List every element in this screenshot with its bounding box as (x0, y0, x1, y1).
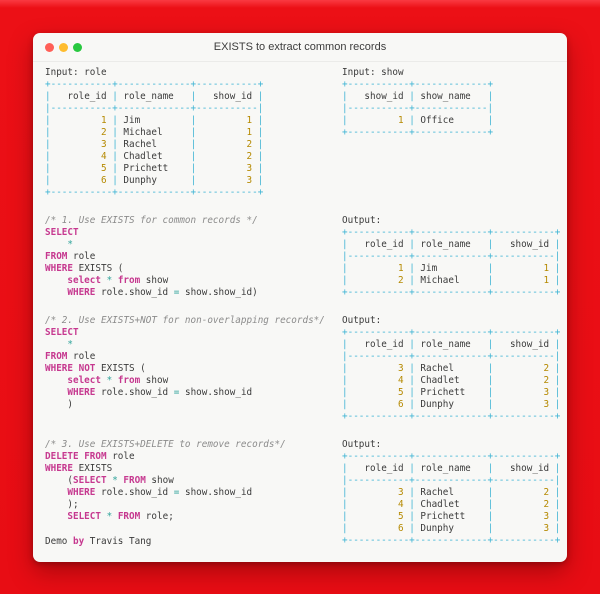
query-1-row: /* 1. Use EXISTS for common records */SE… (45, 215, 567, 299)
minimize-button[interactable] (59, 42, 68, 52)
sql-block-3: /* 3. Use EXISTS+DELETE to remove record… (45, 439, 286, 522)
sql-block-1: /* 1. Use EXISTS for common records */SE… (45, 215, 258, 298)
window-content: Input: role +-----------+-------------+-… (33, 62, 567, 548)
input-role-label: Input: role (45, 67, 107, 78)
close-button[interactable] (45, 42, 54, 52)
window-titlebar: EXISTS to extract common records (33, 33, 567, 62)
inputs-row: Input: role +-----------+-------------+-… (45, 67, 567, 199)
sql-block-2: /* 2. Use EXISTS+NOT for non-overlapping… (45, 315, 325, 410)
output-1-table: +-----------+-------------+-----------+ |… (342, 227, 561, 298)
footer-credit: Demo by Travis Tang (45, 536, 152, 547)
window-title: EXISTS to extract common records (213, 41, 387, 53)
zoom-button[interactable] (73, 42, 82, 52)
output-2-label: Output: (342, 315, 382, 326)
query-3-row: /* 3. Use EXISTS+DELETE to remove record… (45, 439, 567, 548)
app-window: EXISTS to extract common records Input: … (33, 33, 567, 562)
output-2-table: +-----------+-------------+-----------+ |… (342, 327, 561, 422)
output-1-label: Output: (342, 215, 382, 226)
output-3-label: Output: (342, 439, 382, 450)
query-2-row: /* 2. Use EXISTS+NOT for non-overlapping… (45, 315, 567, 423)
show-input-table: +-----------+-------------+ | show_id | s… (342, 79, 494, 138)
traffic-lights (33, 42, 82, 52)
role-input-table: +-----------+-------------+-----------+ |… (45, 79, 264, 198)
output-3-table: +-----------+-------------+-----------+ |… (342, 451, 561, 546)
input-show-label: Input: show (342, 67, 404, 78)
